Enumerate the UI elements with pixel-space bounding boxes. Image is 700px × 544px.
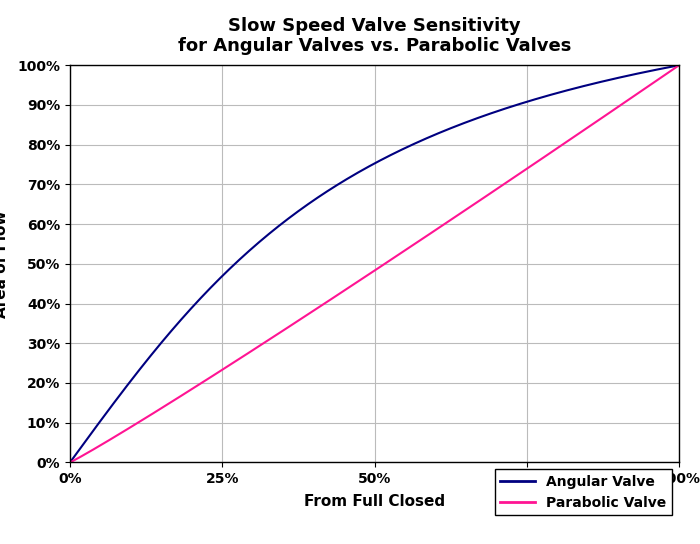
Angular Valve bbox=[395, 147, 404, 154]
Y-axis label: Area of Flow: Area of Flow bbox=[0, 210, 9, 318]
Line: Parabolic Valve: Parabolic Valve bbox=[70, 65, 679, 462]
Angular Valve bbox=[355, 169, 363, 175]
Angular Valve bbox=[660, 65, 668, 71]
Parabolic Valve bbox=[395, 251, 404, 257]
Angular Valve bbox=[565, 86, 573, 93]
Parabolic Valve bbox=[428, 229, 437, 236]
Legend: Angular Valve, Parabolic Valve: Angular Valve, Parabolic Valve bbox=[495, 469, 672, 515]
Parabolic Valve bbox=[358, 275, 367, 282]
Parabolic Valve bbox=[355, 277, 363, 284]
Angular Valve bbox=[358, 166, 367, 173]
Parabolic Valve bbox=[660, 72, 668, 78]
X-axis label: From Full Closed: From Full Closed bbox=[304, 494, 445, 509]
Angular Valve bbox=[428, 133, 437, 139]
Parabolic Valve bbox=[565, 137, 573, 144]
Angular Valve bbox=[66, 459, 74, 466]
Line: Angular Valve: Angular Valve bbox=[70, 65, 679, 462]
Parabolic Valve bbox=[66, 459, 74, 466]
Parabolic Valve bbox=[675, 62, 683, 69]
Title: Slow Speed Valve Sensitivity
for Angular Valves vs. Parabolic Valves: Slow Speed Valve Sensitivity for Angular… bbox=[178, 16, 571, 55]
Angular Valve bbox=[675, 62, 683, 69]
